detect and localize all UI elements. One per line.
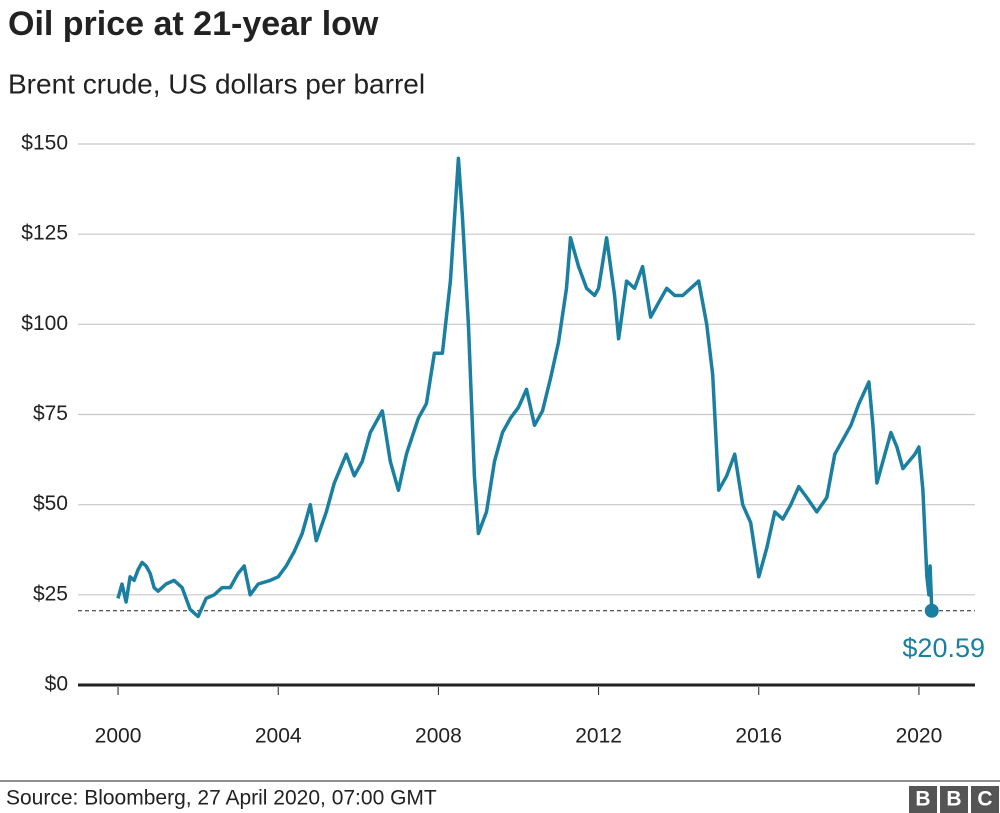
y-tick-label: $0	[45, 673, 68, 696]
x-tick-label: 2008	[415, 725, 462, 748]
logo-box	[940, 786, 968, 813]
y-tick-label: $25	[33, 582, 68, 605]
y-tick-label: $75	[33, 402, 68, 425]
y-tick-label: $50	[33, 492, 68, 515]
logo-box	[971, 786, 999, 813]
logo-letter: B	[915, 788, 930, 811]
logo-letter: B	[946, 788, 961, 811]
price-line	[116, 156, 934, 619]
source: Source: Bloomberg, 27 April 2020, 07:00 …	[6, 787, 437, 810]
end-point	[924, 603, 939, 618]
x-tick-label: 2004	[255, 725, 302, 748]
end-label: $20.59	[902, 633, 985, 663]
logo-box	[909, 786, 937, 813]
x-tick-label: 2016	[735, 725, 782, 748]
logo-letter: C	[977, 788, 992, 811]
y-tick-label: $100	[21, 312, 68, 335]
chart-subtitle: Brent crude, US dollars per barrel	[8, 68, 425, 99]
x-tick-label: 2020	[896, 725, 943, 748]
x-tick-label: 2012	[575, 725, 622, 748]
x-tick-label: 2000	[95, 725, 142, 748]
y-tick-label: $125	[21, 222, 68, 245]
chart-title: Oil price at 21-year low	[8, 5, 379, 43]
y-tick-label: $150	[21, 132, 68, 155]
